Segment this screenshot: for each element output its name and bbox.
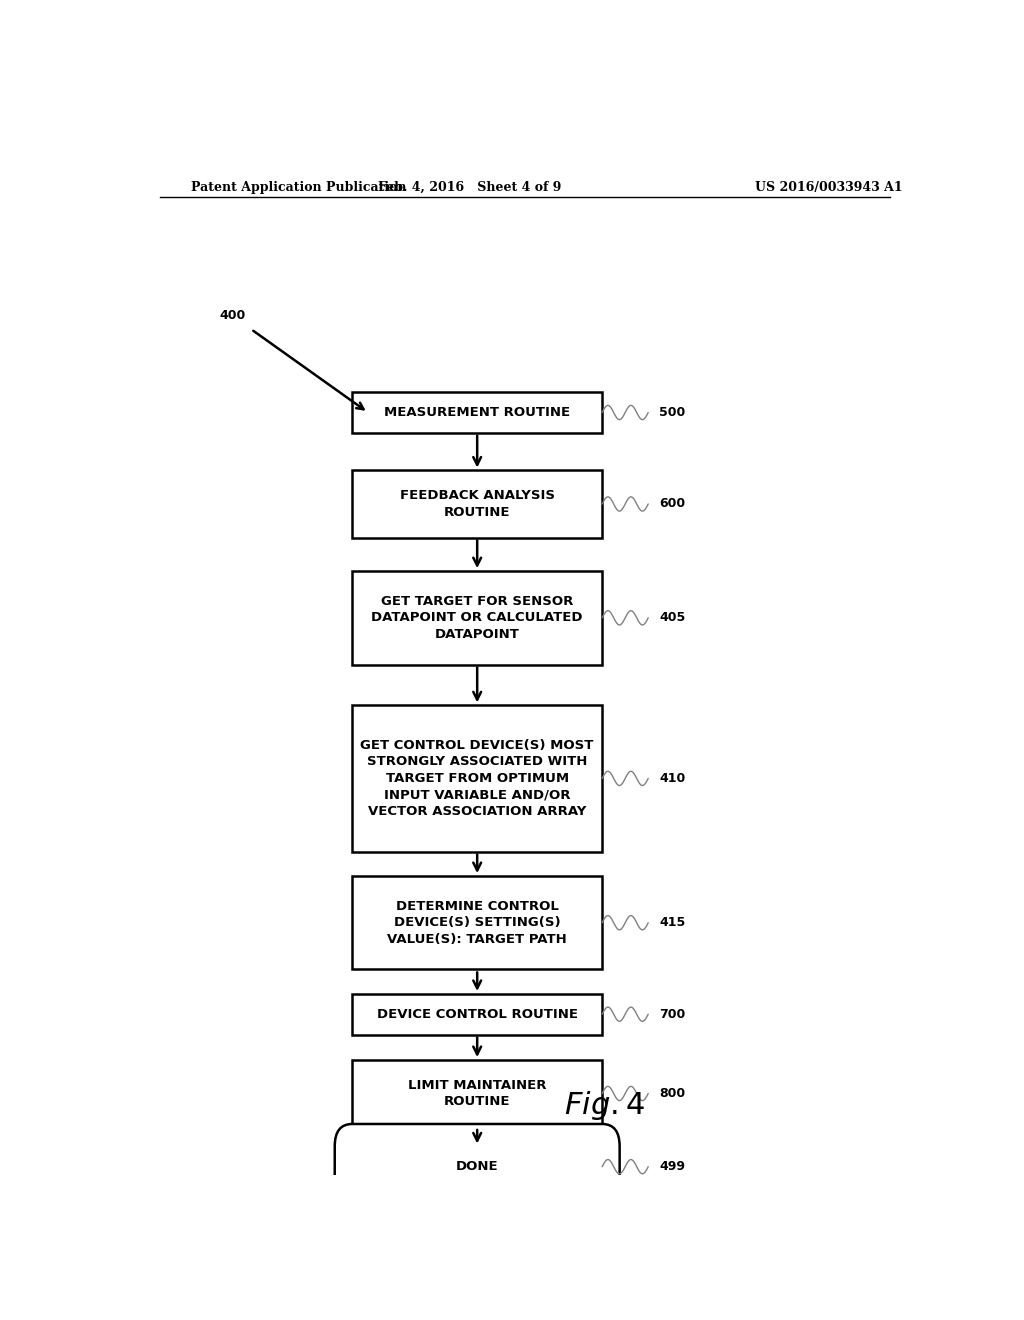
FancyBboxPatch shape [352, 392, 602, 433]
Text: 700: 700 [659, 1007, 685, 1020]
Text: MEASUREMENT ROUTINE: MEASUREMENT ROUTINE [384, 407, 570, 418]
Text: DONE: DONE [456, 1160, 499, 1173]
FancyBboxPatch shape [352, 705, 602, 851]
Text: 400: 400 [219, 309, 246, 322]
Text: 415: 415 [659, 916, 685, 929]
Text: LIMIT MAINTAINER
ROUTINE: LIMIT MAINTAINER ROUTINE [408, 1078, 547, 1109]
Text: Feb. 4, 2016   Sheet 4 of 9: Feb. 4, 2016 Sheet 4 of 9 [378, 181, 561, 194]
Text: DETERMINE CONTROL
DEVICE(S) SETTING(S)
VALUE(S): TARGET PATH: DETERMINE CONTROL DEVICE(S) SETTING(S) V… [387, 900, 567, 945]
Text: 800: 800 [659, 1086, 685, 1100]
Text: US 2016/0033943 A1: US 2016/0033943 A1 [755, 181, 902, 194]
Text: 600: 600 [659, 498, 685, 511]
Text: 499: 499 [659, 1160, 685, 1173]
Text: $\mathbf{\mathit{Fig.4}}$: $\mathbf{\mathit{Fig.4}}$ [564, 1089, 644, 1122]
Text: 405: 405 [659, 611, 685, 624]
Text: DEVICE CONTROL ROUTINE: DEVICE CONTROL ROUTINE [377, 1007, 578, 1020]
Text: 410: 410 [659, 772, 685, 785]
FancyBboxPatch shape [352, 470, 602, 537]
Text: GET TARGET FOR SENSOR
DATAPOINT OR CALCULATED
DATAPOINT: GET TARGET FOR SENSOR DATAPOINT OR CALCU… [372, 595, 583, 640]
Text: Patent Application Publication: Patent Application Publication [191, 181, 407, 194]
Text: FEEDBACK ANALYSIS
ROUTINE: FEEDBACK ANALYSIS ROUTINE [399, 490, 555, 519]
Text: 500: 500 [659, 407, 685, 418]
FancyBboxPatch shape [352, 572, 602, 664]
FancyBboxPatch shape [352, 994, 602, 1035]
FancyBboxPatch shape [335, 1125, 620, 1209]
FancyBboxPatch shape [352, 1060, 602, 1127]
Text: GET CONTROL DEVICE(S) MOST
STRONGLY ASSOCIATED WITH
TARGET FROM OPTIMUM
INPUT VA: GET CONTROL DEVICE(S) MOST STRONGLY ASSO… [360, 739, 594, 818]
FancyBboxPatch shape [352, 876, 602, 969]
